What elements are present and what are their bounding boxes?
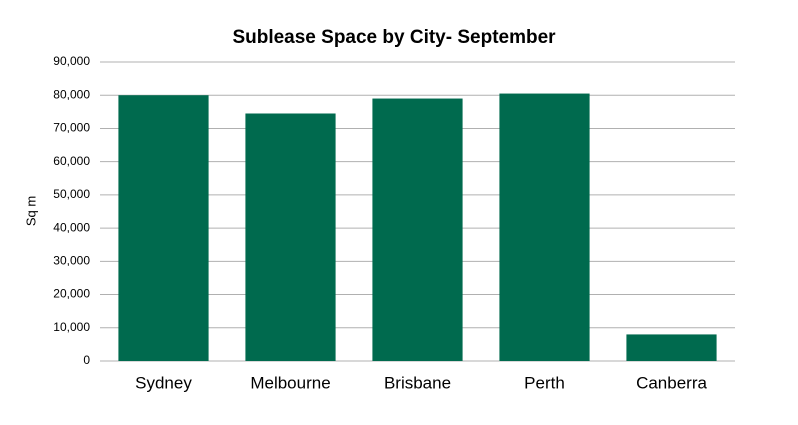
y-tick-label: 20,000 bbox=[53, 287, 90, 301]
bar bbox=[118, 95, 209, 361]
x-tick-label: Canberra bbox=[636, 373, 707, 392]
chart-title: Sublease Space by City- September bbox=[232, 27, 556, 48]
bar bbox=[372, 98, 463, 362]
x-tick-label: Melbourne bbox=[250, 373, 330, 392]
x-tick-label: Perth bbox=[524, 373, 565, 392]
y-tick-label: 40,000 bbox=[53, 220, 90, 234]
y-tick-label: 60,000 bbox=[53, 154, 90, 168]
y-tick-label: 50,000 bbox=[53, 187, 90, 201]
y-axis-label: Sq m bbox=[23, 196, 38, 226]
y-tick-label: 30,000 bbox=[53, 254, 90, 268]
bar bbox=[626, 334, 717, 361]
x-tick-label: Brisbane bbox=[384, 373, 451, 392]
y-tick-label: 90,000 bbox=[53, 54, 90, 68]
bar bbox=[499, 93, 590, 362]
x-tick-label: Sydney bbox=[135, 373, 192, 392]
y-tick-label: 0 bbox=[83, 353, 90, 367]
y-tick-label: 70,000 bbox=[53, 121, 90, 135]
y-tick-label: 80,000 bbox=[53, 87, 90, 101]
bar bbox=[245, 113, 336, 361]
y-tick-label: 10,000 bbox=[53, 320, 90, 334]
